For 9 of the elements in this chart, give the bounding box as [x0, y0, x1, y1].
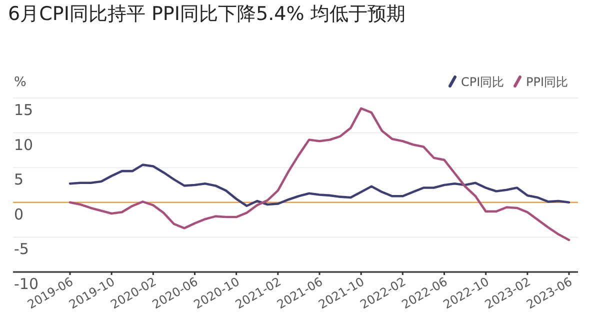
- y-tick-label: 0: [14, 205, 24, 224]
- legend-label: CPI同比: [461, 75, 504, 89]
- y-tick-label: -5: [14, 240, 29, 258]
- y-axis-title: %: [14, 75, 26, 90]
- y-tick-label: 15: [14, 101, 34, 119]
- y-tick-label: 5: [14, 170, 24, 189]
- chart-title: 6月CPI同比持平 PPI同比下降5.4% 均低于预期: [8, 3, 406, 25]
- legend-label: PPI同比: [526, 75, 568, 89]
- y-tick-label: 10: [14, 136, 34, 154]
